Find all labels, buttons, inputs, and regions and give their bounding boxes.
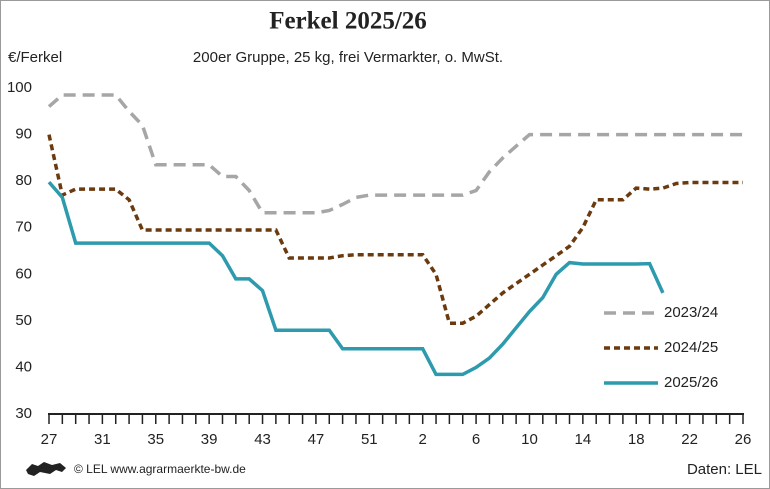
subtitle: 200er Gruppe, 25 kg, frei Vermarkter, o.… xyxy=(193,49,503,66)
x-tick-label: 10 xyxy=(521,431,538,448)
legend-label: 2024/25 xyxy=(664,339,718,356)
x-tick-label: 39 xyxy=(201,431,218,448)
source-right: Daten: LEL xyxy=(687,461,762,478)
series-line xyxy=(47,180,665,377)
logo xyxy=(26,462,66,476)
x-tick-label: 18 xyxy=(628,431,645,448)
series-line xyxy=(47,134,743,325)
x-tick-label: 31 xyxy=(94,431,111,448)
x-tick-label: 26 xyxy=(735,431,752,448)
y-tick-label: 40 xyxy=(15,358,32,375)
x-tick-label: 47 xyxy=(308,431,325,448)
y-tick-label: 30 xyxy=(15,405,32,422)
y-tick-label: 50 xyxy=(15,312,32,329)
y-tick-label: 70 xyxy=(15,219,32,236)
y-tick-label: 60 xyxy=(15,265,32,282)
y-tick-label: 80 xyxy=(15,172,32,189)
y-tick-label: 90 xyxy=(15,126,32,143)
x-tick-label: 43 xyxy=(254,431,271,448)
x-tick-label: 51 xyxy=(361,431,378,448)
x-tick-label: 14 xyxy=(575,431,592,448)
x-tick-label: 27 xyxy=(41,431,58,448)
legend-label: 2025/26 xyxy=(664,374,718,391)
y-axis-label: €/Ferkel xyxy=(8,49,62,66)
x-tick-label: 35 xyxy=(147,431,164,448)
x-tick-label: 22 xyxy=(681,431,698,448)
y-tick-label: 100 xyxy=(7,79,32,96)
x-tick-label: 6 xyxy=(472,431,480,448)
x-tick-label: 2 xyxy=(419,431,427,448)
series-line xyxy=(47,93,743,215)
legend-label: 2023/24 xyxy=(664,304,718,321)
source-left: © LEL www.agrarmaerkte-bw.de xyxy=(74,462,246,476)
chart-title: Ferkel 2025/26 xyxy=(269,8,427,35)
